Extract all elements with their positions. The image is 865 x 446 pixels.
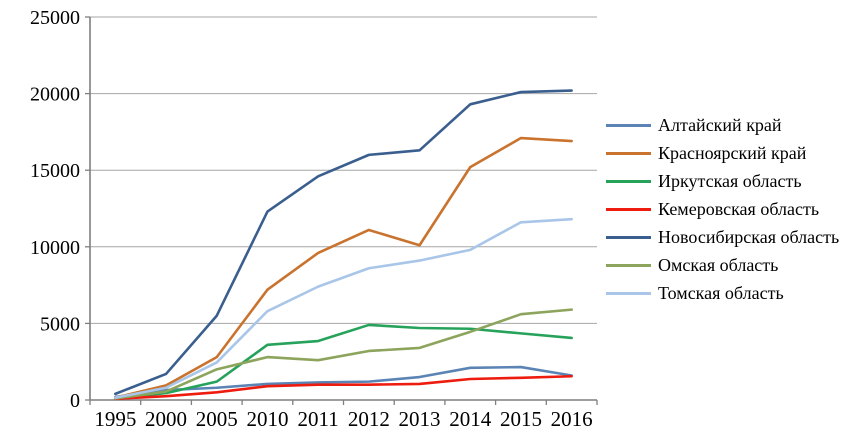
series-line bbox=[114, 217, 573, 400]
legend-line-swatch bbox=[606, 180, 651, 183]
x-axis-tick-label: 2010 bbox=[246, 407, 288, 431]
legend-label: Новосибирская область bbox=[658, 227, 840, 247]
legend-label: Кемеровская область bbox=[658, 199, 820, 219]
x-axis-tick-label: 2014 bbox=[449, 407, 492, 431]
y-axis-tick-label: 10000 bbox=[30, 237, 80, 259]
legend-line-swatch bbox=[606, 124, 651, 127]
legend-label: Омская область bbox=[658, 255, 779, 275]
legend-item-krasnoyarskiy-kray: Красноярский край bbox=[606, 144, 839, 163]
x-axis-tick-label: 2015 bbox=[500, 407, 542, 431]
legend-item-kemerovskaya-oblast: Кемеровская область bbox=[606, 200, 839, 219]
series-line bbox=[114, 323, 573, 400]
x-axis-tick-label: 2011 bbox=[298, 407, 339, 431]
x-axis-tick-label: 2000 bbox=[145, 407, 187, 431]
series-line bbox=[114, 374, 573, 401]
y-axis-tick-label: 25000 bbox=[30, 7, 80, 29]
legend-item-novosibirskaya-oblast: Новосибирская область bbox=[606, 228, 839, 247]
chart-legend: Алтайский край Красноярский край Иркутск… bbox=[606, 116, 839, 303]
x-axis-tick-label: 1995 bbox=[94, 407, 136, 431]
legend-label: Алтайский край bbox=[658, 115, 782, 135]
x-axis-tick-label: 2012 bbox=[348, 407, 390, 431]
series-line bbox=[114, 89, 573, 396]
y-axis-tick-label: 0 bbox=[70, 390, 80, 412]
legend-item-altaiskiy-kray: Алтайский край bbox=[606, 116, 839, 135]
y-axis-tick-label: 15000 bbox=[30, 160, 80, 182]
legend-line-swatch bbox=[606, 292, 651, 295]
legend-label: Красноярский край bbox=[658, 143, 807, 163]
legend-line-swatch bbox=[606, 208, 651, 211]
series-line bbox=[114, 365, 573, 399]
x-axis-tick-label: 2005 bbox=[196, 407, 238, 431]
legend-label: Томская область bbox=[658, 283, 784, 303]
y-axis-tick-label: 20000 bbox=[30, 84, 80, 106]
legend-line-swatch bbox=[606, 264, 651, 267]
legend-item-omskaya-oblast: Омская область bbox=[606, 256, 839, 275]
legend-line-swatch bbox=[606, 152, 651, 155]
x-axis-tick-label: 2016 bbox=[551, 407, 593, 431]
series-line bbox=[114, 308, 573, 400]
series-line bbox=[114, 136, 573, 400]
y-axis-tick-label: 5000 bbox=[40, 313, 80, 335]
legend-line-swatch bbox=[606, 236, 651, 239]
legend-label: Иркутская область bbox=[658, 171, 802, 191]
x-axis-tick-label: 2013 bbox=[399, 407, 441, 431]
legend-item-tomskaya-oblast: Томская область bbox=[606, 284, 839, 303]
legend-item-irkutskaya-oblast: Иркутская область bbox=[606, 172, 839, 191]
